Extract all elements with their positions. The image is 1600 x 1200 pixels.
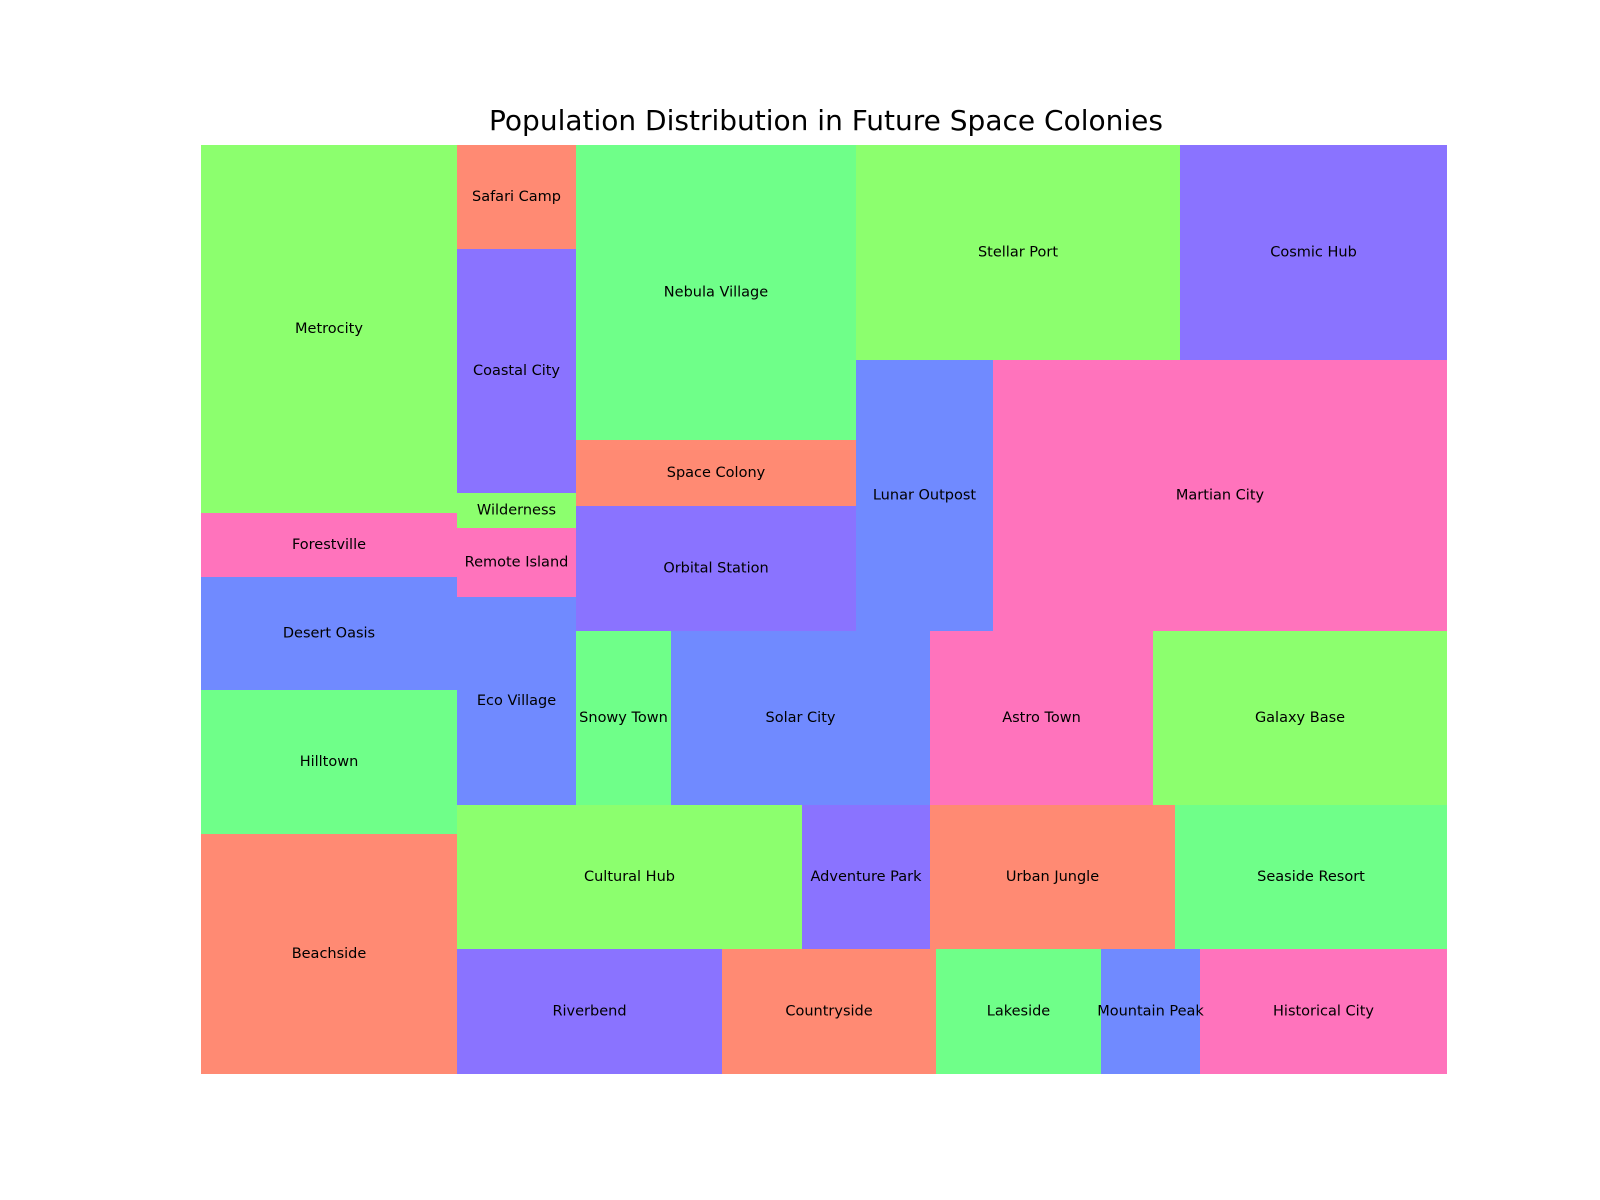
treemap-label-forestville: Forestville: [292, 537, 366, 553]
treemap-label-galaxy-base: Galaxy Base: [1255, 710, 1345, 726]
treemap-cell-remote-island: [457, 528, 576, 597]
treemap-cell-seaside-resort: [1175, 805, 1447, 949]
treemap-label-stellar-port: Stellar Port: [978, 245, 1058, 261]
treemap-cell-snowy-town: [576, 631, 671, 805]
treemap-label-lunar-outpost: Lunar Outpost: [873, 488, 977, 504]
treemap-label-solar-city: Solar City: [766, 710, 836, 726]
treemap-cell-metrocity: [201, 145, 457, 513]
treemap-label-remote-island: Remote Island: [465, 555, 569, 571]
treemap-label-cosmic-hub: Cosmic Hub: [1270, 245, 1357, 261]
treemap-label-nebula-village: Nebula Village: [664, 285, 768, 301]
treemap-cell-lakeside: [936, 949, 1101, 1074]
treemap-cell-orbital-station: [576, 506, 856, 631]
treemap-cell-cultural-hub: [457, 805, 802, 949]
treemap-cell-solar-city: [671, 631, 930, 805]
treemap-cell-urban-jungle: [930, 805, 1175, 949]
treemap-label-desert-oasis: Desert Oasis: [283, 626, 375, 642]
treemap-cell-galaxy-base: [1153, 631, 1447, 805]
treemap-label-lakeside: Lakeside: [987, 1004, 1051, 1020]
treemap-cell-adventure-park: [802, 805, 930, 949]
treemap-cell-beachside: [201, 834, 457, 1074]
treemap-cell-forestville: [201, 513, 457, 577]
treemap-cell-lunar-outpost: [856, 360, 993, 631]
treemap-cell-cosmic-hub: [1180, 145, 1447, 360]
treemap-label-riverbend: Riverbend: [552, 1004, 626, 1020]
treemap-label-wilderness: Wilderness: [477, 503, 556, 519]
treemap-label-astro-town: Astro Town: [1002, 710, 1081, 726]
treemap-cell-safari-camp: [457, 145, 576, 249]
treemap-label-martian-city: Martian City: [1176, 488, 1265, 504]
treemap-label-snowy-town: Snowy Town: [579, 710, 668, 726]
treemap-cell-stellar-port: [856, 145, 1180, 360]
treemap-label-eco-village: Eco Village: [477, 693, 556, 709]
treemap-cell-eco-village: [457, 597, 576, 805]
treemap-label-cultural-hub: Cultural Hub: [584, 869, 675, 885]
treemap-cell-nebula-village: [576, 145, 856, 440]
treemap-cell-historical-city: [1200, 949, 1447, 1074]
treemap-cell-wilderness: [457, 493, 576, 528]
treemap-label-seaside-resort: Seaside Resort: [1257, 869, 1365, 885]
treemap-cell-martian-city: [993, 360, 1447, 631]
treemap-cell-space-colony: [576, 440, 856, 506]
treemap-label-countryside: Countryside: [785, 1004, 872, 1020]
treemap-labels: Metrocity Forestville Desert Oasis Hilltown…: [283, 189, 1375, 1020]
treemap-cell-coastal-city: [457, 249, 576, 493]
chart-title: Population Distribution in Future Space …: [489, 104, 1163, 137]
treemap-label-coastal-city: Coastal City: [473, 363, 560, 379]
treemap-label-adventure-park: Adventure Park: [811, 869, 923, 885]
treemap-label-mountain-peak: Mountain Peak: [1097, 1004, 1204, 1020]
treemap-label-safari-camp: Safari Camp: [472, 189, 561, 205]
treemap-label-urban-jungle: Urban Jungle: [1006, 869, 1099, 885]
treemap-cell-mountain-peak: [1101, 949, 1200, 1074]
treemap-label-orbital-station: Orbital Station: [663, 561, 768, 577]
treemap-label-space-colony: Space Colony: [667, 465, 766, 481]
treemap-cell-desert-oasis: [201, 577, 457, 690]
treemap-cell-riverbend: [457, 949, 722, 1074]
treemap-cell-astro-town: [930, 631, 1153, 805]
treemap-cells: [201, 145, 1447, 1074]
treemap-label-hilltown: Hilltown: [300, 754, 359, 770]
treemap-label-beachside: Beachside: [292, 946, 367, 962]
treemap-label-metrocity: Metrocity: [295, 321, 363, 337]
treemap-cell-hilltown: [201, 690, 457, 834]
treemap-label-historical-city: Historical City: [1273, 1004, 1374, 1020]
treemap-cell-countryside: [722, 949, 936, 1074]
